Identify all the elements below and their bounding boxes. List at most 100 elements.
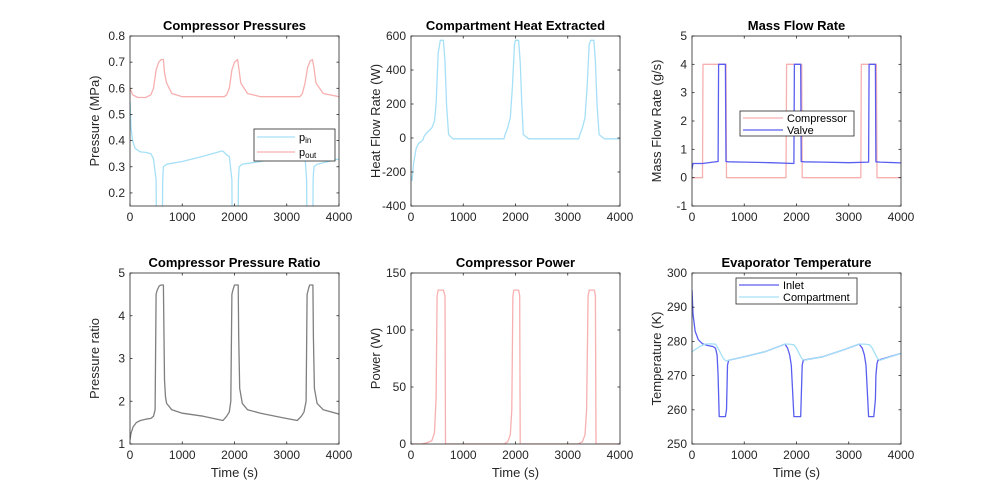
y-axis-label: Heat Flow Rate (W)	[368, 64, 383, 178]
y-tick-label: 0.2	[108, 186, 125, 200]
y-tick-label: 280	[667, 334, 687, 348]
legend-entry-label: p	[299, 132, 305, 144]
y-tick-label: 0	[680, 171, 687, 185]
y-tick-label: 0	[399, 437, 406, 451]
y-tick-label: -1	[676, 199, 687, 213]
y-tick-label: 260	[667, 403, 687, 417]
x-tick-label: 1000	[731, 210, 758, 224]
y-tick-label: 5	[680, 29, 687, 43]
x-tick-label: 0	[408, 448, 415, 462]
x-tick-label: 0	[127, 448, 134, 462]
x-tick-label: 1000	[169, 210, 196, 224]
y-tick-label: 150	[386, 266, 406, 280]
plot-area	[411, 36, 620, 206]
x-tick-label: 4000	[326, 210, 353, 224]
x-tick-label: 0	[689, 448, 696, 462]
y-axis-label: Power (W)	[368, 328, 383, 389]
series-line-heat	[411, 39, 620, 182]
chart-p5: 0 1000 2000 3000 4000 0 50 100 150 Compressor Pow…	[368, 255, 634, 480]
y-tick-label: 270	[667, 369, 687, 383]
x-tick-label: 0	[408, 210, 415, 224]
legend-entry: Compartment	[783, 292, 850, 304]
x-tick-label: 0	[127, 210, 134, 224]
chart-title: Compartment Heat Extracted	[426, 18, 605, 33]
x-tick-label: 0	[689, 210, 696, 224]
y-axis-label: Pressure (MPa)	[87, 75, 102, 166]
y-tick-label: 2	[680, 114, 687, 128]
x-tick-label: 1000	[169, 448, 196, 462]
x-tick-label: 4000	[607, 210, 634, 224]
legend-entry: Compressor	[787, 113, 847, 125]
legend-entry: pin	[299, 132, 311, 145]
x-tick-label: 1000	[450, 448, 477, 462]
x-tick-label: 2000	[783, 448, 810, 462]
x-tick-label: 4000	[888, 210, 915, 224]
y-tick-label: 0	[399, 131, 406, 145]
legend-box	[735, 277, 858, 305]
legend-entry-subscript: in	[305, 136, 311, 145]
x-tick-label: 2000	[221, 448, 248, 462]
series-line-pressure-ratio	[130, 284, 339, 440]
x-tick-label: 3000	[835, 448, 862, 462]
x-axis-label: Time (s)	[492, 465, 539, 480]
x-tick-label: 2000	[502, 448, 529, 462]
legend-entry-label: p	[299, 147, 305, 159]
y-tick-label: 0.6	[108, 81, 125, 95]
series-line-power	[411, 289, 620, 444]
legend-box	[739, 110, 855, 137]
chart-p4: 0 1000 2000 3000 4000 1 2 3 4 5 Compressor Pressur…	[87, 255, 353, 480]
chart-p6: 0 1000 2000 3000 4000 250 260 270 280 290 300 Evapo…	[649, 255, 915, 480]
y-tick-label: 0.8	[108, 29, 125, 43]
x-tick-label: 3000	[835, 210, 862, 224]
legend-box	[253, 128, 336, 162]
y-tick-label: -200	[382, 165, 406, 179]
x-tick-label: 3000	[554, 448, 581, 462]
legend-entry-label: Compressor	[787, 113, 847, 125]
series-line-inlet	[692, 290, 901, 418]
y-tick-label: 600	[386, 29, 406, 43]
x-tick-label: 3000	[554, 210, 581, 224]
y-axis-label: Temperature (K)	[649, 312, 664, 406]
y-axis-label: Pressure ratio	[87, 318, 102, 399]
y-tick-label: 0.4	[108, 134, 125, 148]
y-tick-label: 100	[386, 323, 406, 337]
x-axis-label: Time (s)	[211, 465, 258, 480]
y-axis-label: Mass Flow Rate (g/s)	[649, 60, 664, 183]
x-tick-label: 2000	[783, 210, 810, 224]
y-tick-label: 4	[118, 309, 125, 323]
chart-title: Evaporator Temperature	[721, 255, 871, 270]
x-tick-label: 4000	[326, 448, 353, 462]
x-tick-label: 3000	[273, 448, 300, 462]
y-tick-label: 0.5	[108, 107, 125, 121]
legend-entry: Valve	[787, 125, 814, 137]
legend-entry: Inlet	[783, 280, 804, 292]
y-tick-label: 50	[393, 380, 407, 394]
legend-entry-label: Valve	[787, 125, 814, 137]
series-line-compartment	[692, 343, 901, 362]
series-line-p-in	[130, 101, 339, 206]
y-tick-label: 3	[118, 352, 125, 366]
y-tick-label: 0.3	[108, 160, 125, 174]
y-tick-label: 1	[118, 437, 125, 451]
x-tick-label: 4000	[607, 448, 634, 462]
y-tick-label: 3	[680, 86, 687, 100]
chart-title: Compressor Power	[456, 255, 575, 270]
x-tick-label: 4000	[888, 448, 915, 462]
chart-p1: 0 1000 2000 3000 4000 0.2 0.3 0.4 0.5 0.6 0.7 0.8 Co…	[87, 18, 353, 224]
x-axis-label: Time (s)	[773, 465, 820, 480]
y-tick-label: 400	[386, 63, 406, 77]
x-tick-label: 2000	[502, 210, 529, 224]
x-tick-label: 2000	[221, 210, 248, 224]
y-tick-label: 200	[386, 97, 406, 111]
x-tick-label: 3000	[273, 210, 300, 224]
y-tick-label: 300	[667, 266, 687, 280]
y-tick-label: 4	[680, 57, 687, 71]
legend-entry-label: Inlet	[783, 280, 804, 292]
legend-entry-label: Compartment	[783, 292, 850, 304]
chart-title: Compressor Pressure Ratio	[149, 255, 321, 270]
